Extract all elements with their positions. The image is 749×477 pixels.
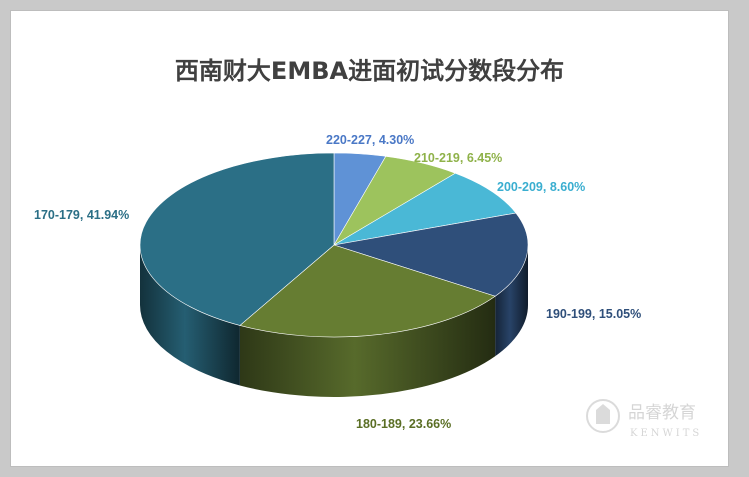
data-label-180-189: 180-189, 23.66% (356, 417, 451, 431)
chart-title: 西南财大EMBA进面初试分数段分布 (174, 57, 565, 85)
pie-side-180-189 (239, 296, 496, 397)
pie-slice-170-179 (139, 152, 335, 326)
watermark-brand-cn: 品睿教育 (628, 403, 696, 423)
data-label-220-227: 220-227, 4.30% (326, 133, 414, 147)
pie-slice-180-189 (239, 244, 496, 338)
data-label-170-179: 170-179, 41.94% (34, 208, 129, 222)
watermark-logo: 品睿教育 KENWITS (586, 399, 702, 439)
pie-tops (139, 152, 529, 338)
watermark-shield-icon (596, 404, 610, 424)
pie-slice-190-199 (333, 212, 529, 297)
data-labels: 220-227, 4.30%210-219, 6.45% 200-209, 8.6… (34, 133, 641, 431)
data-label-190-199: 190-199, 15.05% (546, 307, 641, 321)
watermark-emblem-icon (586, 399, 620, 433)
data-label-200-209: 200-209, 8.60% (497, 180, 585, 194)
watermark-brand-en: KENWITS (630, 428, 702, 439)
pie-sides (140, 245, 528, 397)
data-label-210-219: 210-219, 6.45% (414, 151, 502, 165)
pie-slice-200-209 (333, 172, 517, 246)
pie-side-170-179 (140, 245, 240, 386)
pie-side-190-199 (495, 245, 528, 357)
